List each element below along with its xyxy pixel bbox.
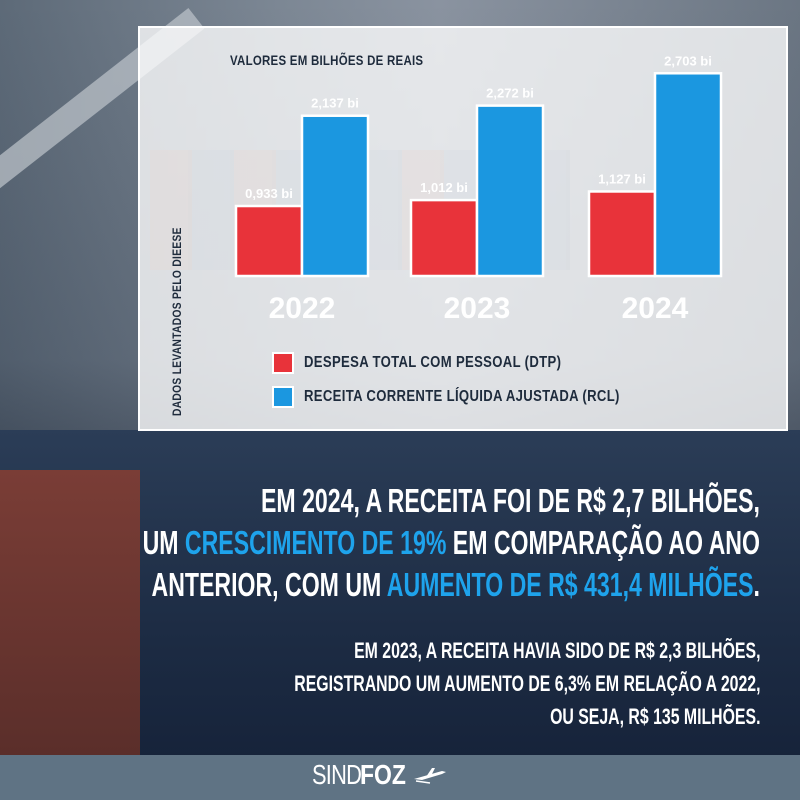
- legend-item-dtp: DESPESA TOTAL COM PESSOAL (DTP): [272, 346, 689, 380]
- headline-line-2: UM CRESCIMENTO DE 19% EM COMPARAÇÃO AO A…: [143, 522, 760, 564]
- headline: EM 2024, A RECEITA FOI DE R$ 2,7 BILHÕES…: [0, 480, 760, 606]
- body-text: EM 2023, A RECEITA HAVIA SIDO DE R$ 2,3 …: [113, 634, 760, 733]
- bar-dtp-2022: [234, 204, 304, 278]
- logo-text-light: SINDI: [312, 759, 367, 790]
- body-line-3: OU SEJA, R$ 135 MILHÕES.: [549, 704, 760, 729]
- body-line-2: REGISTRANDO UM AUMENTO DE 6,3% EM RELAÇÃ…: [293, 671, 760, 696]
- data-label-dtp-2024: 1,127 bi: [598, 171, 646, 186]
- chart-subtitle: VALORES EM BILHÕES DE REAIS: [230, 52, 424, 68]
- category-label-2024: 2024: [622, 292, 689, 325]
- data-label-dtp-2022: 0,933 bi: [245, 186, 293, 201]
- headline-text: ANTERIOR, COM UM: [151, 566, 387, 603]
- legend-label-rcl: RECEITA CORRENTE LÍQUIDA AJUSTADA (RCL): [304, 388, 620, 405]
- airplane-icon: [413, 768, 446, 784]
- legend-swatch-dtp: [272, 352, 294, 374]
- bar-rcl-2024: [653, 72, 723, 278]
- bar-dtp-2023: [409, 198, 479, 278]
- headline-line-1: EM 2024, A RECEITA FOI DE R$ 2,7 BILHÕES…: [261, 482, 760, 519]
- legend-item-rcl: RECEITA CORRENTE LÍQUIDA AJUSTADA (RCL): [272, 380, 689, 414]
- data-label-rcl-2024: 2,703 bi: [664, 53, 712, 68]
- bar-rcl-2023: [475, 104, 545, 278]
- headline-text: UM: [142, 524, 186, 561]
- legend-label-dtp: DESPESA TOTAL COM PESSOAL (DTP): [304, 354, 562, 371]
- category-label-2023: 2023: [444, 292, 511, 325]
- headline-highlight-increase: AUMENTO DE R$ 431,4 MILHÕES: [386, 566, 754, 603]
- sindifoz-logo: SINDI FOZ: [312, 758, 448, 792]
- body-line-1: EM 2023, A RECEITA HAVIA SIDO DE R$ 2,3 …: [353, 638, 760, 663]
- chart-legend: DESPESA TOTAL COM PESSOAL (DTP) RECEITA …: [272, 346, 689, 414]
- bar-chart: 0,933 bi 2,137 bi 2022 1,012 bi 2,272 bi 2023…: [234, 53, 723, 325]
- headline-text: .: [753, 566, 760, 603]
- bar-dtp-2024: [587, 190, 657, 278]
- data-label-dtp-2023: 1,012 bi: [420, 180, 468, 195]
- background-water: [0, 755, 800, 800]
- headline-line-3: ANTERIOR, COM UM AUMENTO DE R$ 431,4 MIL…: [143, 564, 760, 606]
- data-label-rcl-2023: 2,272 bi: [486, 86, 534, 101]
- legend-swatch-rcl: [272, 386, 294, 408]
- background-ship-red-hull: [0, 470, 140, 760]
- bar-rcl-2022: [300, 114, 370, 278]
- headline-text: EM COMPARAÇÃO AO ANO: [446, 524, 760, 561]
- headline-highlight-growth: CRESCIMENTO DE 19%: [185, 524, 447, 561]
- category-label-2022: 2022: [269, 292, 336, 325]
- chart-panel: VALORES EM BILHÕES DE REAIS DADOS LEVANT…: [138, 26, 788, 431]
- logo-text-bold: FOZ: [359, 759, 406, 790]
- data-label-rcl-2022: 2,137 bi: [311, 96, 359, 111]
